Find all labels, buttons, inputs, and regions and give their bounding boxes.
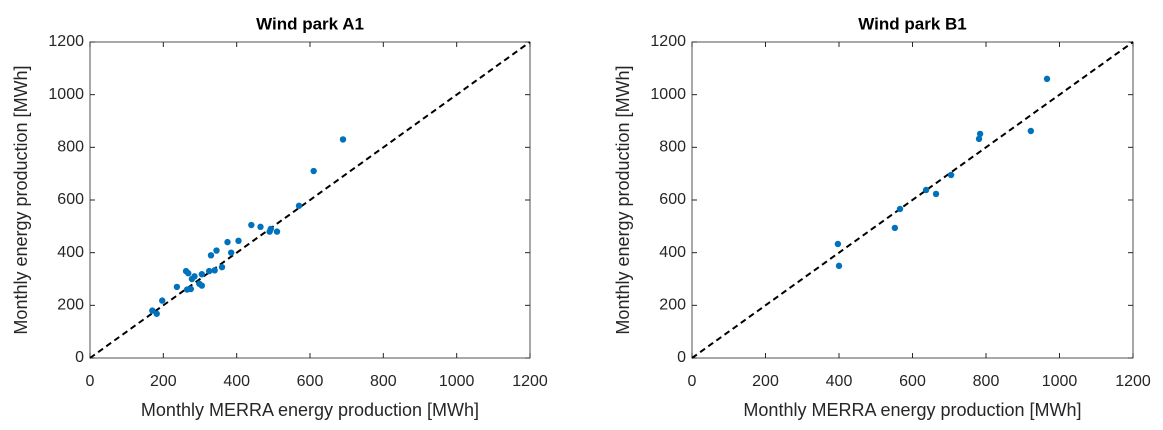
x-tick-label: 1200 (1115, 373, 1151, 390)
point (205, 267, 213, 275)
y-tick-label: 0 (75, 349, 84, 366)
point (339, 136, 347, 143)
point (896, 205, 904, 213)
point (153, 310, 160, 317)
chart-title: Wind park A1 (256, 14, 364, 33)
x-tick-label: 0 (688, 373, 697, 390)
point (185, 270, 192, 277)
x-tick-label: 1000 (1042, 373, 1078, 390)
y-tick-label: 800 (659, 139, 686, 156)
chart-title: Wind park B1 (858, 14, 966, 33)
x-tick-label: 200 (150, 373, 177, 390)
point (218, 263, 226, 271)
point (224, 238, 231, 246)
point (149, 307, 156, 314)
point (976, 130, 984, 138)
x-tick-label: 800 (370, 373, 397, 390)
point (922, 186, 930, 194)
point (267, 225, 274, 233)
point (211, 267, 218, 274)
y-tick-label: 400 (57, 244, 84, 261)
y-tick-label: 400 (659, 244, 686, 261)
x-axis-label: Monthly MERRA energy production [MWh] (141, 400, 479, 420)
point (235, 237, 242, 245)
point (191, 273, 198, 280)
x-tick-label: 1200 (512, 373, 548, 390)
point (257, 223, 264, 231)
y-tick-label: 600 (57, 191, 84, 208)
y-tick-label: 200 (659, 297, 686, 314)
point (207, 252, 215, 259)
point (187, 285, 195, 293)
point (947, 171, 955, 179)
x-tick-label: 1000 (439, 373, 475, 390)
reference-line (691, 41, 1134, 359)
point (835, 262, 843, 270)
y-tick-label: 800 (57, 139, 84, 156)
point (295, 202, 303, 209)
y-tick-label: 200 (57, 297, 84, 314)
y-axis-label: Monthly energy production [MWh] (11, 65, 31, 334)
y-tick-label: 600 (659, 191, 686, 208)
y-tick-label: 1000 (650, 86, 686, 103)
x-tick-label: 600 (297, 373, 324, 390)
point (213, 247, 220, 254)
point (227, 249, 235, 256)
point (198, 282, 206, 289)
point (310, 167, 317, 175)
x-axis-label: Monthly MERRA energy production [MWh] (743, 400, 1081, 420)
point (975, 135, 983, 143)
point (891, 224, 899, 232)
y-tick-label: 0 (677, 349, 686, 366)
point (159, 297, 166, 304)
point (932, 190, 940, 198)
x-tick-label: 400 (223, 373, 250, 390)
x-tick-label: 0 (86, 373, 95, 390)
y-tick-label: 1200 (650, 33, 686, 50)
y-tick-label: 1200 (48, 33, 84, 50)
x-tick-label: 200 (752, 373, 779, 390)
point (273, 228, 281, 235)
y-axis-label: Monthly energy production [MWh] (613, 65, 633, 334)
x-tick-label: 600 (899, 373, 926, 390)
point (1043, 75, 1051, 83)
x-tick-label: 400 (826, 373, 853, 390)
point (173, 283, 181, 291)
point (248, 221, 255, 229)
point (834, 240, 842, 248)
x-tick-label: 800 (973, 373, 1000, 390)
point (198, 271, 206, 278)
reference-line (89, 41, 531, 359)
point (1027, 127, 1035, 135)
y-tick-label: 1000 (48, 86, 84, 103)
